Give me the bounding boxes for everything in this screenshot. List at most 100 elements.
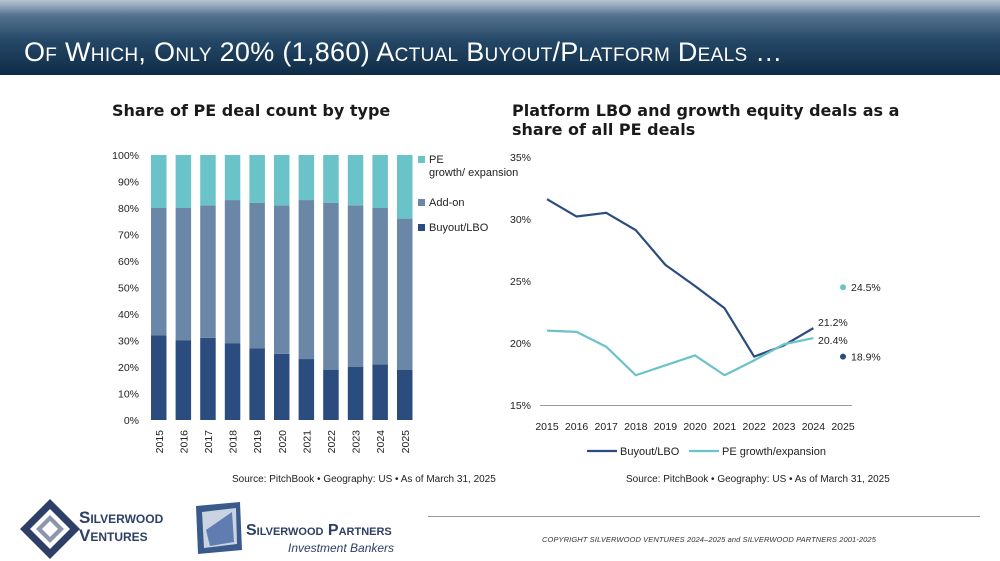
bar-segment-add-on-2016 [175, 208, 192, 341]
line-x-tick-label: 2017 [595, 421, 619, 433]
bar-segment-buyout-lbo-2018 [224, 343, 241, 420]
line-legend-label: Buyout/LBO [620, 446, 680, 458]
slide-title: Of Which, Only 20% (1,860) Actual Buyout… [24, 37, 783, 67]
bar-chart-title: Share of PE deal count by type [112, 101, 391, 120]
bar-segment-add-on-2015 [151, 208, 167, 336]
bar-segment-buyout-lbo-2024 [372, 364, 388, 420]
bar-legend-label: Buyout/LBO [429, 222, 489, 234]
bar-segment-pe-growth-expansion-2022 [323, 155, 339, 203]
bar-segment-pe-growth-expansion-2016 [175, 155, 192, 208]
line-end-label: 20.4% [818, 335, 848, 347]
bar-chart-source: Source: PitchBook • Geography: US • As o… [232, 474, 496, 485]
bar-segment-buyout-lbo-2025 [397, 369, 413, 420]
bar-y-tick-label: 40% [118, 309, 139, 321]
bar-x-tick-label: 2020 [277, 430, 289, 454]
partners-logo-name: Silverwood Partners [246, 522, 392, 539]
bar-legend-swatch [418, 224, 425, 231]
bar-segment-add-on-2022 [323, 202, 339, 370]
bar-legend-swatch [418, 156, 425, 163]
line-x-tick-label: 2016 [565, 421, 589, 433]
footer-rule [428, 516, 980, 517]
bar-y-tick-label: 20% [118, 362, 139, 374]
line-y-tick-label: 25% [510, 276, 531, 288]
bar-segment-add-on-2020 [274, 205, 290, 354]
line-x-tick-label: 2025 [831, 421, 855, 433]
bar-segment-buyout-lbo-2016 [175, 340, 192, 420]
line-point-label: 18.9% [851, 352, 881, 364]
bar-legend-label: PE [429, 154, 444, 166]
bar-segment-buyout-lbo-2021 [298, 359, 315, 420]
line-end-label: 21.2% [818, 317, 848, 329]
bar-x-tick-label: 2018 [228, 430, 240, 454]
bar-segment-add-on-2017 [200, 205, 216, 338]
bar-segment-pe-growth-expansion-2021 [298, 155, 315, 201]
line-y-tick-label: 20% [510, 338, 531, 350]
bar-segment-pe-growth-expansion-2019 [249, 155, 265, 203]
bar-legend-label-cont: growth/ expansion [429, 167, 518, 179]
bar-segment-pe-growth-expansion-2018 [224, 155, 241, 201]
bar-segment-pe-growth-expansion-2017 [200, 155, 216, 206]
line-x-tick-label: 2021 [713, 421, 737, 433]
bar-y-tick-label: 70% [118, 230, 139, 242]
bar-y-tick-label: 30% [118, 336, 139, 348]
bar-segment-add-on-2018 [224, 200, 241, 344]
line-chart-title: Platform LBO and growth equity deals as … [512, 101, 900, 139]
bar-segment-buyout-lbo-2023 [347, 367, 364, 420]
line-y-tick-label: 30% [510, 214, 531, 226]
line-x-tick-label: 2015 [535, 421, 559, 433]
banner-shine [0, 0, 1000, 14]
bar-segment-add-on-2019 [249, 202, 265, 349]
line-x-tick-label: 2020 [683, 421, 707, 433]
bar-segment-buyout-lbo-2022 [323, 369, 339, 420]
bar-y-tick-label: 0% [124, 415, 139, 427]
bar-x-tick-label: 2015 [154, 430, 166, 454]
line-series-pe-growth-expansion [546, 329, 814, 377]
silverwood-ventures-logo-mark [20, 499, 80, 559]
copyright-text: COPYRIGHT SILVERWOOD VENTURES 2024–2025 … [542, 535, 876, 544]
bar-y-tick-label: 60% [118, 256, 139, 268]
line-x-tick-label: 2018 [624, 421, 648, 433]
bar-x-tick-label: 2023 [351, 430, 363, 454]
line-y-tick-label: 35% [510, 152, 531, 164]
line-x-tick-label: 2024 [802, 421, 826, 433]
line-x-tick-label: 2019 [654, 421, 678, 433]
line-x-tick-label: 2023 [772, 421, 796, 433]
bar-y-tick-label: 50% [118, 283, 139, 295]
bar-y-tick-label: 80% [118, 203, 139, 215]
bar-segment-pe-growth-expansion-2015 [151, 155, 167, 208]
bar-legend-label: Add-on [429, 197, 464, 209]
bar-segment-add-on-2025 [397, 218, 413, 370]
bar-segment-add-on-2024 [372, 208, 388, 365]
ventures-logo-text-2: Ventures [79, 526, 148, 545]
bar-segment-buyout-lbo-2019 [249, 348, 265, 420]
bar-x-tick-label: 2019 [252, 430, 264, 454]
bar-segment-buyout-lbo-2015 [151, 335, 167, 420]
bar-segment-pe-growth-expansion-2024 [372, 155, 388, 208]
title-banner: Of Which, Only 20% (1,860) Actual Buyout… [0, 0, 1000, 75]
bar-legend-swatch [418, 199, 425, 206]
line-x-tick-label: 2022 [743, 421, 767, 433]
partners-logo-tagline: Investment Bankers [288, 541, 395, 555]
bar-y-tick-label: 10% [118, 389, 139, 401]
ventures-logo-text-1: Silverwood [79, 508, 164, 527]
line-legend-label: PE growth/expansion [722, 446, 826, 458]
line-chart-source: Source: PitchBook • Geography: US • As o… [626, 474, 890, 485]
bar-segment-pe-growth-expansion-2025 [397, 155, 413, 219]
bar-segment-pe-growth-expansion-2023 [347, 155, 364, 206]
line-point-2025 [840, 284, 846, 291]
bar-segment-pe-growth-expansion-2020 [274, 155, 290, 206]
bar-x-tick-label: 2017 [203, 430, 215, 454]
line-point-2025 [840, 353, 846, 360]
line-point-label: 24.5% [851, 282, 881, 294]
silverwood-partners-logo-mark [196, 502, 242, 554]
bar-x-tick-label: 2022 [326, 430, 338, 454]
bar-segment-buyout-lbo-2020 [274, 353, 290, 420]
bar-x-tick-label: 2021 [301, 430, 313, 454]
bar-y-tick-label: 90% [118, 177, 139, 189]
line-series-buyout-lbo [546, 198, 814, 358]
bar-segment-buyout-lbo-2017 [200, 337, 216, 420]
bar-x-tick-label: 2016 [178, 430, 190, 454]
bar-segment-add-on-2023 [347, 205, 364, 367]
bar-x-tick-label: 2024 [375, 430, 387, 454]
